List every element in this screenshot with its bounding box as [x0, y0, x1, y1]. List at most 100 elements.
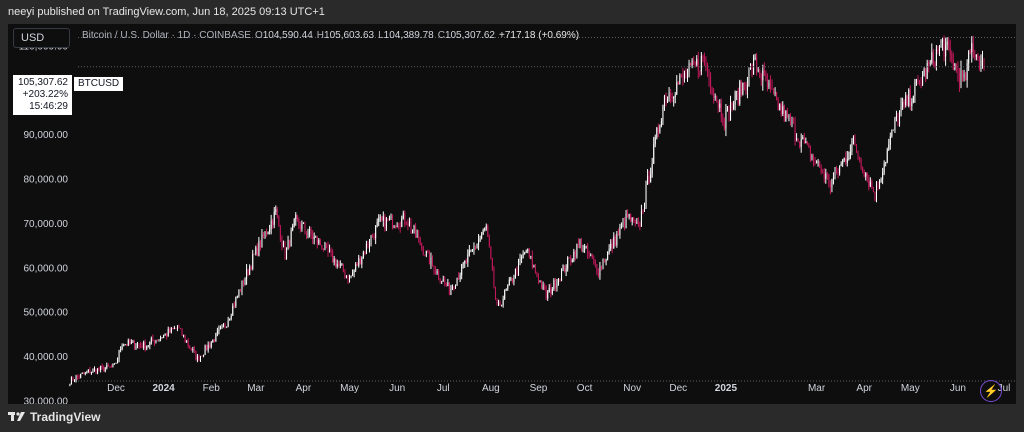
candle-body: [789, 116, 791, 126]
candle-body: [683, 73, 685, 79]
candle-body: [897, 115, 899, 124]
candle-body: [550, 287, 552, 294]
candle-body: [484, 228, 486, 231]
candle-body: [87, 369, 89, 372]
ohlc-legend: Bitcoin / U.S. Dollar · 1D · COINBASE O1…: [82, 30, 579, 41]
candle-body: [86, 371, 88, 373]
candle-body: [287, 239, 289, 248]
candle-body: [325, 243, 327, 245]
candle-body: [249, 266, 251, 275]
candle-body: [213, 339, 215, 342]
footer-brand[interactable]: TradingView: [8, 406, 100, 428]
candle-body: [295, 214, 297, 220]
flash-icon[interactable]: ⚡: [980, 380, 1002, 402]
candle-body: [594, 260, 596, 265]
candle-body: [922, 76, 924, 85]
candle-body: [172, 327, 174, 330]
candle-body: [368, 244, 370, 247]
candle-body: [306, 231, 308, 235]
candle-body: [504, 290, 506, 300]
candle-body: [465, 260, 467, 263]
x-tick-label: Feb: [203, 383, 221, 394]
candle-body: [498, 301, 500, 306]
candle-body: [424, 254, 426, 256]
currency-button[interactable]: USD: [13, 28, 70, 48]
candle-body: [262, 234, 264, 237]
candle-body: [591, 255, 593, 259]
candle-body: [564, 265, 566, 272]
candle-body: [963, 73, 965, 78]
candle-body: [851, 143, 853, 152]
candle-body: [978, 57, 980, 69]
candle-body: [799, 141, 801, 147]
candle-body: [871, 181, 873, 189]
candle-body: [952, 59, 954, 70]
candle-body: [773, 89, 775, 94]
candle-body: [373, 236, 375, 238]
candle-body: [270, 220, 272, 229]
candle-body: [468, 250, 470, 255]
candle-body: [530, 256, 532, 257]
candle-body: [405, 223, 407, 225]
candle-body: [567, 257, 569, 269]
price-chart[interactable]: 110,000.00100,000.0090,000.0080,000.0070…: [8, 24, 1016, 404]
x-tick-label: Nov: [623, 383, 641, 394]
candle-body: [77, 376, 79, 377]
candle-body: [192, 349, 194, 351]
candle-body: [112, 363, 114, 367]
candle-body: [593, 258, 595, 261]
candle-body: [376, 221, 378, 226]
candle-body: [75, 376, 77, 381]
candle-body: [736, 91, 738, 92]
candle-body: [708, 74, 710, 77]
candle-body: [97, 368, 99, 374]
candle-body: [487, 226, 489, 237]
candle-body: [859, 157, 861, 160]
candle-body: [494, 287, 496, 299]
candle-body: [475, 247, 477, 249]
candle-body: [201, 355, 203, 357]
candle-body: [694, 63, 696, 65]
candle-body: [722, 117, 724, 124]
candle-body: [161, 337, 163, 339]
candle-body: [301, 223, 303, 230]
candle-body: [751, 66, 753, 75]
candle-body: [637, 222, 639, 226]
candle-body: [820, 167, 822, 173]
candle-body: [983, 58, 985, 67]
candle-body: [132, 341, 134, 343]
candle-body: [127, 340, 129, 346]
candle-body: [622, 220, 624, 226]
tradingview-logo-icon: [8, 412, 25, 421]
candle-body: [255, 247, 257, 255]
candle-body: [584, 247, 586, 251]
candle-body: [239, 290, 241, 292]
candle-body: [230, 315, 232, 319]
candle-body: [372, 235, 374, 237]
candle-body: [219, 327, 221, 330]
candle-body: [705, 64, 707, 67]
candle-body: [579, 240, 581, 245]
candle-body: [173, 328, 175, 330]
candle-body: [183, 335, 185, 337]
candle-body: [227, 320, 229, 327]
candle-body: [436, 271, 438, 274]
candle-body: [777, 99, 779, 111]
candle-body: [290, 230, 292, 247]
candle-body: [886, 149, 888, 162]
candle-body: [470, 249, 472, 251]
candle-body: [404, 213, 406, 224]
candle-body: [312, 234, 314, 240]
candle-body: [774, 92, 776, 94]
candle-body: [817, 161, 819, 163]
candle-body: [276, 209, 278, 217]
candle-body: [236, 296, 238, 298]
candle-body: [640, 211, 642, 227]
candle-body: [100, 366, 102, 370]
candle-body: [355, 264, 357, 271]
candle-body: [407, 224, 409, 226]
chart-panel[interactable]: 110,000.00100,000.0090,000.0080,000.0070…: [8, 24, 1016, 404]
candle-body: [101, 366, 103, 367]
candle-body: [556, 283, 558, 288]
candle-body: [178, 327, 180, 329]
